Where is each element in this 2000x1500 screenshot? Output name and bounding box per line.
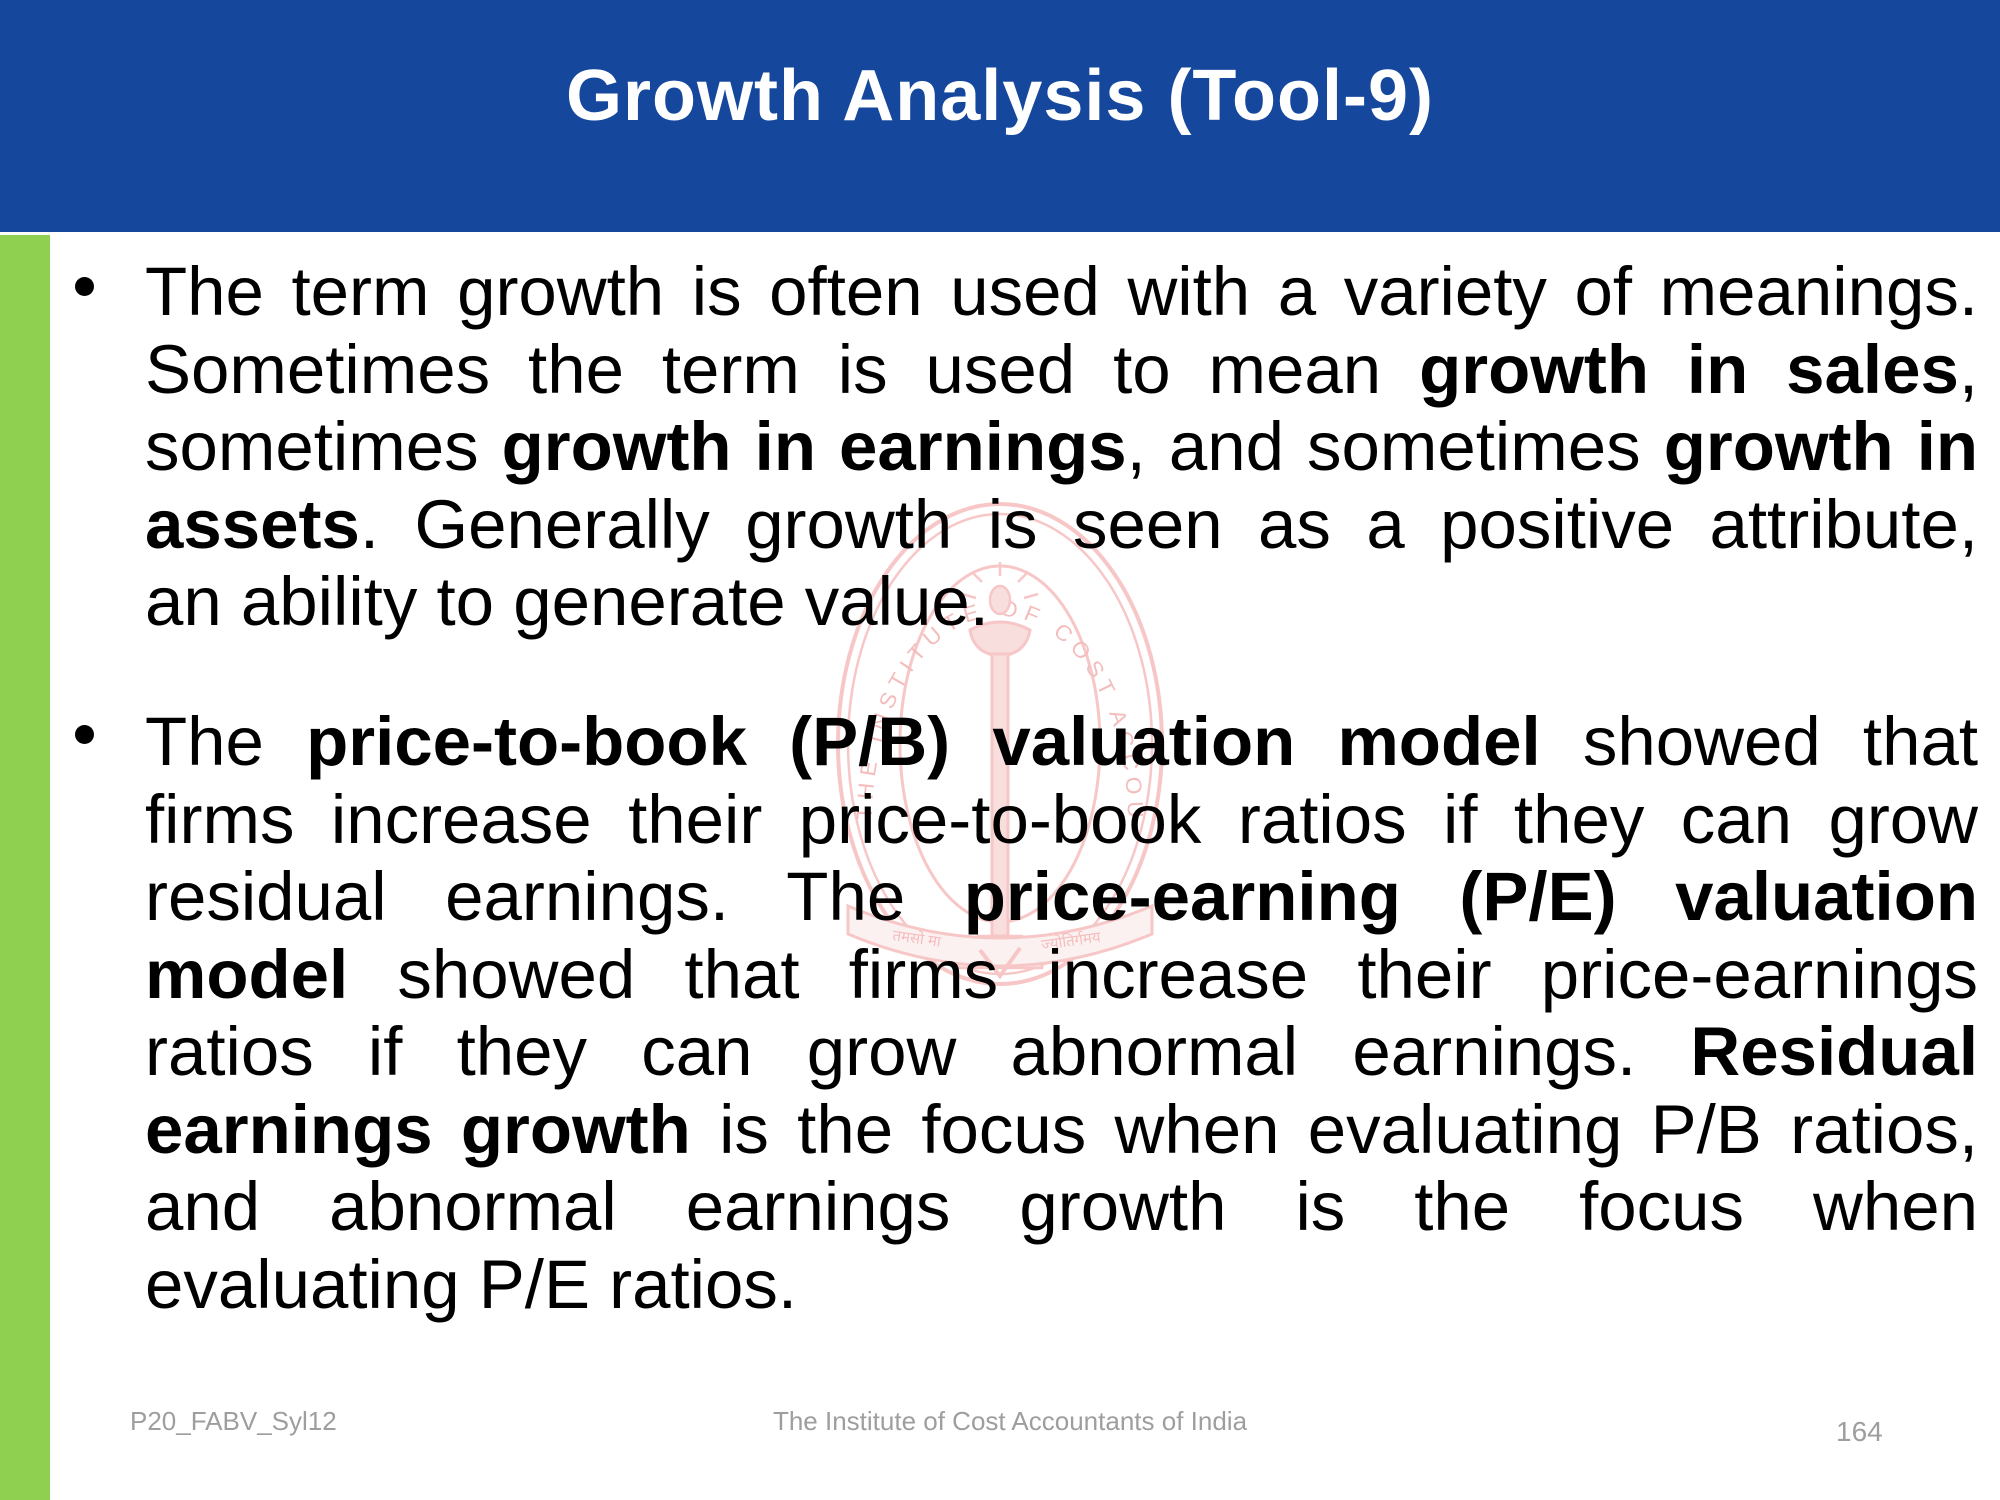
paragraph-2-line-6: earnings growth is the focus when evalua…	[145, 1090, 1978, 1168]
paragraph-1-line-4: assets. Generally growth is seen as a po…	[145, 485, 1978, 563]
footer-document-code: P20_FABV_Syl12	[130, 1406, 337, 1436]
institute-seal-watermark: THE INSTITUTE OF COST ACCOUNTANTS OF IND…	[830, 498, 1164, 986]
slide-title: Growth Analysis (Tool-9)	[565, 56, 1435, 136]
lamp-rays-icon	[961, 562, 1039, 600]
paragraph-1-line-2: Sometimes the term is used to mean growt…	[145, 330, 1979, 408]
bullet-2	[75, 725, 94, 744]
footer-institute-name: The Institute of Cost Accountants of Ind…	[772, 1406, 1248, 1436]
page-number: 164	[1836, 1416, 1883, 1447]
title-bar: Growth Analysis (Tool-9)	[0, 0, 2000, 232]
paragraph-1-line-5: an ability to generate value.	[145, 563, 989, 640]
ribbon-banner-icon	[846, 903, 1154, 968]
paragraph-2-line-1: The price-to-book (P/B) valuation model …	[145, 703, 1979, 780]
paragraph-1-line-3: sometimes growth in earnings, and someti…	[145, 408, 1979, 485]
paragraph-2-line-3: residual earnings. The price-earning (P/…	[145, 858, 1978, 935]
paragraph-1-line-1: The term growth is often used with a var…	[145, 253, 1978, 330]
paragraph-2-line-4: model showed that firms increase their p…	[145, 935, 1978, 1013]
paragraph-2-line-7: and abnormal earnings growth is the focu…	[145, 1168, 1978, 1245]
paragraph-growth-meanings: The term growth is often used with a var…	[145, 253, 1978, 641]
lamp-bowl-icon	[968, 620, 1032, 658]
bullet-1	[75, 277, 94, 296]
paragraph-valuation-models: The price-to-book (P/B) valuation model …	[145, 703, 1978, 1323]
paragraph-2-line-2: firms increase their price-to-book ratio…	[145, 780, 1978, 858]
ribbon-monogram-icon	[978, 946, 1022, 980]
paragraph-2-line-5: ratios if they can grow abnormal earning…	[145, 1013, 1978, 1090]
seal-outer-ring	[836, 502, 1164, 986]
lamp-flame-icon	[988, 584, 1012, 616]
paragraph-2-line-8: evaluating P/E ratios.	[145, 1245, 798, 1323]
left-accent-bar	[0, 235, 50, 1500]
